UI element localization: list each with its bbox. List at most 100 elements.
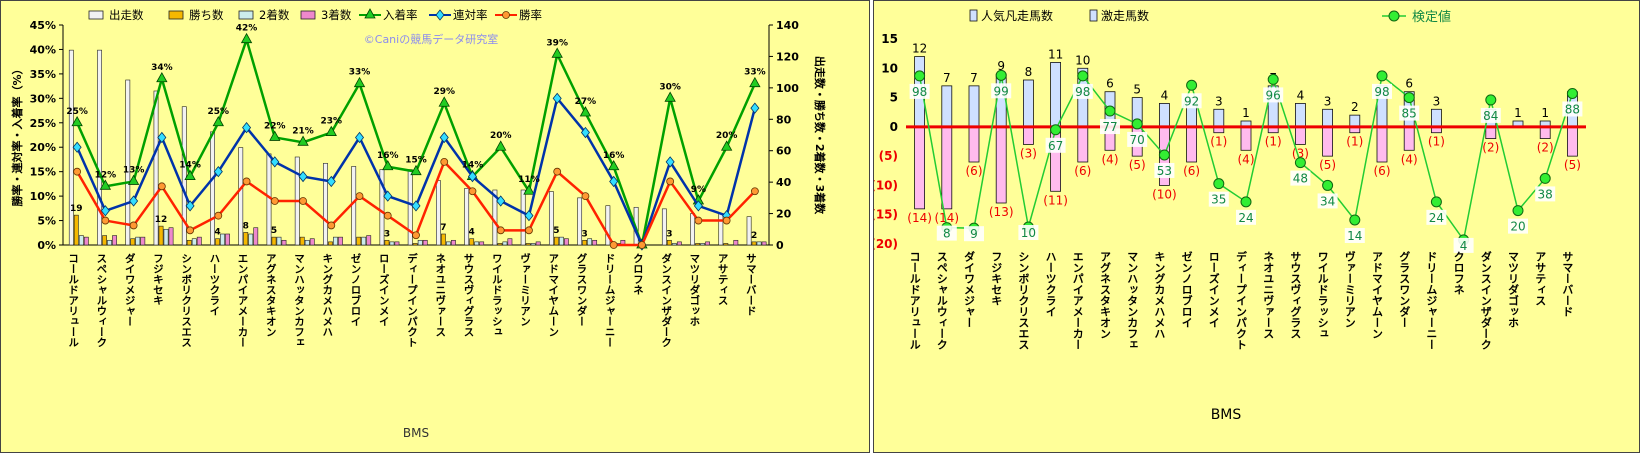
jumper-count-bar [1023,79,1034,128]
second-place-bar [333,236,338,246]
wins-bar [723,243,729,246]
wins-data-label: 2 [751,231,757,241]
quinella-rate-marker [411,200,421,212]
failed-favorite-label: (10) [1152,187,1177,201]
test-value-label-bg [1508,218,1528,234]
failed-favorite-label: (5) [1564,158,1581,172]
category-label: ゼンノロブロイ [1180,250,1193,328]
third-place-bar [451,239,456,246]
quinella-rate-marker [496,195,506,207]
wins-data-label: 4 [469,228,475,238]
third-place-bar [196,236,202,246]
jumper-count-bar [995,73,1007,128]
place-rate-data-label: 33% [349,68,371,78]
test-value-marker [1267,73,1279,85]
second-place-bar [417,239,423,246]
failed-favorite-label: (1) [1265,135,1282,149]
wins-data-label: 5 [271,226,277,236]
third-place-bar [761,241,767,246]
place-rate-data-label: 14% [462,161,484,171]
second-place-bar [220,233,225,246]
win-rate-marker [468,187,477,196]
place-rate-data-label: 29% [433,87,455,97]
test-value-label: 85 [1402,107,1417,121]
test-value-marker [1512,205,1524,217]
win-rate-marker [186,226,194,235]
jumper-count-bar [1213,108,1225,128]
test-value-marker [1403,92,1415,104]
category-label: シンボリクリスエス [180,253,192,348]
place-rate-data-label: 9% [691,185,706,195]
failed-favorite-label: (4) [1401,152,1418,166]
jumper-count-label: 11 [1048,47,1063,61]
third-place-bar [422,239,428,246]
test-value-label: 88 [1565,102,1580,116]
win-rate-marker [270,197,279,205]
legend-label: 勝率 [519,8,542,22]
place-rate-data-label: 27% [575,97,597,107]
jumper-count-bar [1294,103,1306,128]
wins-bar [553,236,559,246]
starts-bar [690,213,695,246]
failed-favorite-label: (11) [1043,193,1068,207]
test-value-marker [1539,172,1551,184]
category-label: アグネスタキオン [1099,251,1112,339]
win-rate-marker [609,241,618,249]
test-value-label: 98 [1075,85,1090,99]
category-label: ドリームジャーニー [604,253,616,348]
test-value-label: 14 [1347,229,1362,243]
third-place-bar [140,236,146,246]
test-value-marker [1349,214,1361,226]
place-rate-marker [184,169,196,180]
third-place-bar [112,235,117,246]
test-value-label: 20 [1510,220,1525,234]
category-label: マンハッタンカフェ [1126,251,1139,350]
test-value-label-bg [1100,119,1120,135]
y-tick-label: 10 [881,61,898,75]
second-place-bar [361,236,367,246]
jumper-count-label: 2 [1351,100,1359,114]
right-chart-panel: 151050(5)(10)(15)(20)1277981110654317432… [873,0,1640,453]
win-rate-marker [666,177,675,186]
third-place-bar [733,239,739,246]
category-label: ダイワメジャー [124,252,136,326]
wins-bar [215,238,220,246]
category-label: ネオユニヴァース [434,253,446,337]
place-rate-data-label: 15% [405,156,427,166]
test-value-label-bg [1290,170,1311,186]
wins-bar [384,239,390,246]
test-value-label-bg [1399,105,1420,121]
y-tick-label: 5 [890,91,898,105]
second-place-bar [502,241,508,246]
second-place-bar [135,236,141,246]
y-right-axis-title: 出走数・勝ち数・2着数・3着数 [813,56,827,215]
right-plot-group: 151050(5)(10)(15)(20)1277981110654317432… [874,8,1586,423]
category-label: ローズインメイ [378,253,390,327]
jumper-count-label: 4 [1161,88,1169,102]
wins-bar [412,243,418,246]
second-place-bar [530,243,536,246]
failed-favorite-label: (1) [1210,135,1227,149]
failed-favorite-bar [1485,126,1497,139]
category-label: キングカメハメハ [321,253,333,337]
wins-bar [299,236,305,246]
failed-favorite-bar [1023,126,1034,145]
quinella-rate-marker [129,195,139,207]
third-place-bar [535,241,541,246]
y-tick-label: (15) [874,208,898,222]
test-value-label-bg [1236,209,1256,225]
starts-bar [577,197,583,246]
test-value-marker [1158,149,1170,161]
place-rate-marker [608,159,620,171]
place-rate-data-label: 34% [151,63,173,73]
category-label: コールドアリュール [67,253,79,348]
failed-favorite-label: (6) [1374,164,1391,178]
quinella-rate-marker [750,102,760,114]
jumper-count-label: 10 [1075,53,1090,67]
test-value-marker [1566,87,1578,99]
category-label: ドリームジャーニー [1425,251,1438,350]
category-label: ローズインメイ [1207,251,1220,328]
test-value-marker [1376,70,1388,82]
win-rate-marker [638,241,646,249]
jumper-count-label: 4 [1297,88,1305,102]
